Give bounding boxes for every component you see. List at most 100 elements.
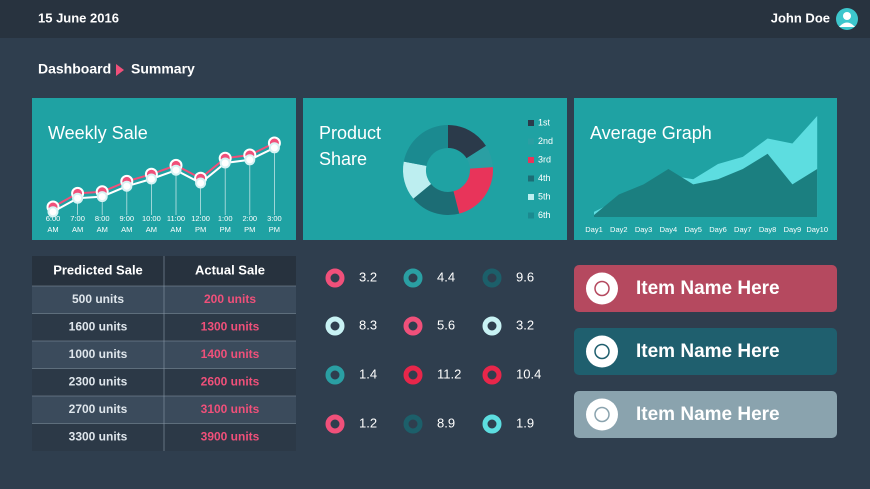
stat-value: 5.6 xyxy=(437,317,455,332)
button-label[interactable]: Item Name Here xyxy=(636,278,780,299)
item-button[interactable] xyxy=(574,265,837,312)
point xyxy=(96,191,108,203)
legend-label: 6th xyxy=(538,210,551,220)
x-tick-label: Day4 xyxy=(660,225,678,234)
breadcrumb-arrow xyxy=(116,64,124,76)
point xyxy=(268,142,280,154)
stat-ring xyxy=(482,414,502,434)
breadcrumb-item: Summary xyxy=(131,61,195,77)
x-tick-label: 11:00 AM xyxy=(167,214,185,234)
stat-value: 1.4 xyxy=(359,366,377,381)
x-tick-label: 7:00 AM xyxy=(70,214,85,234)
stat-value: 3.2 xyxy=(359,269,377,284)
table-cell: 3900 units xyxy=(201,430,260,444)
donut-slice xyxy=(448,125,486,159)
stat-value: 9.6 xyxy=(516,269,534,284)
x-tick-label: Day7 xyxy=(734,225,752,234)
chart-title: Weekly Sale xyxy=(48,123,148,143)
stat-ring xyxy=(482,316,502,336)
breadcrumb-item[interactable]: Dashboard xyxy=(38,61,111,77)
point xyxy=(121,180,133,192)
button-icon xyxy=(586,398,618,431)
legend-swatch xyxy=(528,138,534,145)
table-cell: 3100 units xyxy=(201,402,260,416)
button-icon-glyph xyxy=(594,343,610,360)
legend-swatch xyxy=(528,120,534,126)
table-cell: 1300 units xyxy=(201,320,260,334)
header-bar xyxy=(0,0,870,38)
stat-ring xyxy=(325,414,345,434)
point xyxy=(170,164,182,176)
avatar-body xyxy=(839,22,855,27)
legend-swatch xyxy=(528,157,534,163)
button-icon xyxy=(586,335,618,368)
point xyxy=(145,173,157,185)
x-tick-label: 10:00 AM xyxy=(142,214,161,234)
stat-value: 10.4 xyxy=(516,366,541,381)
legend-label: 3rd xyxy=(538,154,551,164)
x-tick-label: 3:00 PM xyxy=(267,214,282,234)
table-cell: 1600 units xyxy=(69,320,128,334)
button-label[interactable]: Item Name Here xyxy=(636,341,780,362)
line xyxy=(52,146,275,213)
stat-ring xyxy=(403,268,423,288)
donut-slice xyxy=(466,145,493,169)
legend-swatch xyxy=(528,194,534,200)
date: 15 June 2016 xyxy=(38,10,119,25)
stat-value: 8.9 xyxy=(437,415,455,430)
table-cell: 2700 units xyxy=(69,402,128,416)
legend-label: 1st xyxy=(538,117,551,127)
line xyxy=(52,142,275,208)
x-tick-label: 12:00 PM xyxy=(191,214,210,234)
button-icon-glyph xyxy=(594,280,610,297)
button-icon-glyph xyxy=(594,406,610,423)
point xyxy=(72,192,84,204)
stat-ring xyxy=(403,414,423,434)
donut-slice xyxy=(403,125,448,166)
button-label[interactable]: Item Name Here xyxy=(636,404,780,425)
x-tick-label: Day8 xyxy=(759,225,777,234)
donut-slice xyxy=(413,184,460,215)
x-tick-label: Day3 xyxy=(635,225,653,234)
legend-swatch xyxy=(528,175,534,182)
x-tick-label: Day2 xyxy=(610,225,628,234)
user-name: John Doe xyxy=(771,10,830,25)
donut-slice xyxy=(402,161,432,199)
column-header: Actual Sale xyxy=(195,262,265,277)
x-tick-label: 1:00 PM xyxy=(218,214,233,234)
item-button[interactable] xyxy=(574,328,837,375)
stat-value: 4.4 xyxy=(437,269,455,284)
donut-slice xyxy=(453,167,493,214)
point xyxy=(244,154,256,166)
table-cell: 1000 units xyxy=(69,347,128,361)
stat-value: 8.3 xyxy=(359,317,377,332)
item-button[interactable] xyxy=(574,391,837,438)
chart-title: Average Graph xyxy=(590,123,712,143)
stat-ring xyxy=(325,365,345,385)
legend-swatch xyxy=(528,212,534,219)
stat-ring xyxy=(482,268,502,288)
legend-label: 2nd xyxy=(538,136,553,146)
table-cell: 2300 units xyxy=(69,375,128,389)
stat-ring xyxy=(403,316,423,336)
button-icon xyxy=(586,272,618,305)
column-header: Predicted Sale xyxy=(53,262,143,277)
x-tick-label: Day1 xyxy=(585,225,603,234)
stat-value: 3.2 xyxy=(516,317,534,332)
table-cell: 500 units xyxy=(72,292,124,306)
x-tick-label: Day9 xyxy=(784,225,802,234)
table-cell: 200 units xyxy=(204,292,256,306)
point xyxy=(47,206,59,218)
point xyxy=(219,157,231,169)
stat-ring xyxy=(325,268,345,288)
x-tick-label: 9:00 AM xyxy=(119,214,134,234)
x-tick-label: Day5 xyxy=(684,225,702,234)
point xyxy=(195,177,207,189)
avatar-head xyxy=(843,12,851,20)
legend-label: 5th xyxy=(538,191,551,201)
x-tick-label: Day10 xyxy=(806,225,828,234)
legend-label: 4th xyxy=(538,173,551,183)
x-tick-label: 2:00 PM xyxy=(242,214,257,234)
panel xyxy=(303,98,567,240)
